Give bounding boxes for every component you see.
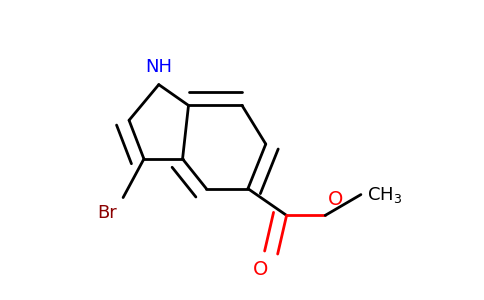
Text: Br: Br	[97, 203, 117, 221]
Text: CH$_3$: CH$_3$	[367, 184, 402, 205]
Text: O: O	[254, 260, 269, 279]
Text: NH: NH	[145, 58, 172, 76]
Text: O: O	[328, 190, 344, 209]
